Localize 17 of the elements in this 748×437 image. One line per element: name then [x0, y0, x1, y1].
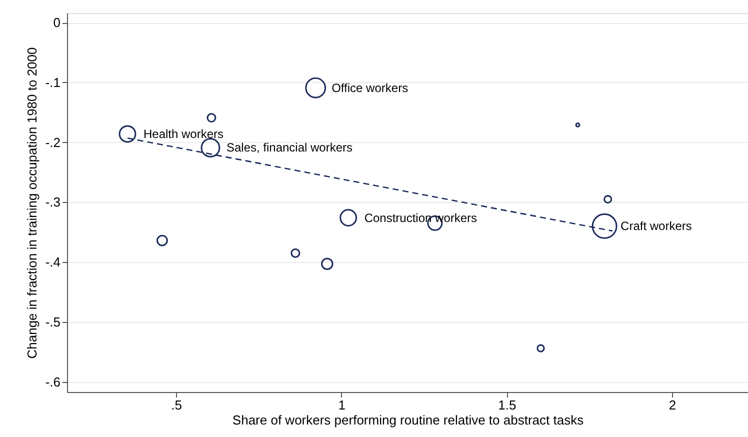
annotation: Sales, financial workers: [226, 140, 353, 155]
y-tick-label: -.5: [45, 314, 60, 330]
y-tick-label: -.1: [45, 74, 60, 90]
y-tick-label: -.4: [45, 254, 60, 270]
annotation: Office workers: [332, 80, 408, 95]
annotation: Health workers: [143, 126, 224, 141]
x-tick-label: .5: [171, 398, 182, 412]
x-axis-title: Share of workers performing routine relative to abstract tasks: [232, 412, 584, 428]
y-axis-title: Change in fraction in training occupation 1980 to 2000: [24, 47, 40, 359]
y-tick-label: 0: [53, 15, 60, 30]
x-tick-label: 1.5: [498, 398, 516, 412]
y-tick-label: -.6: [45, 374, 60, 390]
annotation: Craft workers: [620, 219, 692, 234]
x-tick-label: 2: [668, 398, 676, 412]
y-tick-label: -.3: [45, 194, 60, 210]
x-tick-label: 1: [338, 398, 346, 412]
y-tick-label: -.2: [45, 134, 60, 150]
